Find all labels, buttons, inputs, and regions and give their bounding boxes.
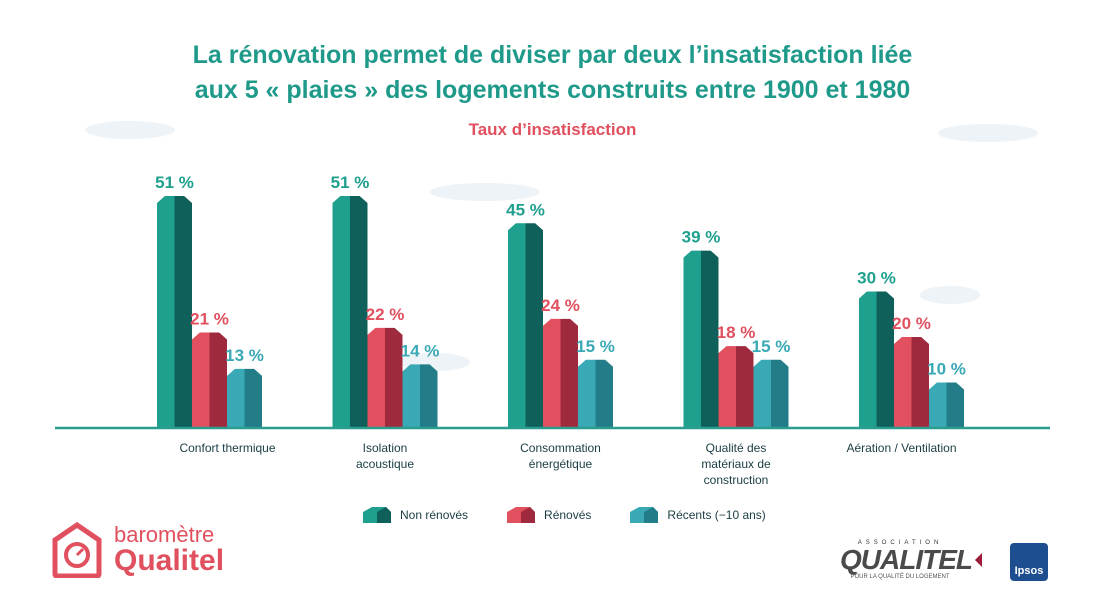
legend-label-recents: Récents (−10 ans) <box>667 508 766 522</box>
bars-group <box>157 196 964 428</box>
category-label: acoustique <box>356 457 414 471</box>
data-label: 45 % <box>506 200 545 219</box>
ipsos-logo: Ipsos <box>1010 543 1048 581</box>
category-label: Confort thermique <box>179 441 275 455</box>
bar-side <box>595 359 613 428</box>
data-label: 30 % <box>857 269 896 288</box>
bar <box>192 332 210 428</box>
chart-title-line-1: La rénovation permet de diviser par deux… <box>192 41 913 69</box>
category-label: Aération / Ventilation <box>846 441 956 455</box>
logo-q-main: QUALITEL <box>840 544 973 575</box>
diamond-icon <box>975 553 982 567</box>
data-label: 10 % <box>927 360 966 379</box>
data-label: 15 % <box>752 337 791 356</box>
cloud-shape <box>920 286 980 304</box>
bar-side <box>736 346 754 428</box>
cloud-shape <box>85 121 175 139</box>
logo-q-top: ASSOCIATION <box>857 540 943 546</box>
bar-side <box>911 337 929 428</box>
bar <box>543 318 561 428</box>
bar <box>578 359 596 428</box>
bar-side <box>174 196 192 428</box>
data-label: 22 % <box>366 305 405 324</box>
data-label: 39 % <box>682 228 721 247</box>
bar <box>683 250 701 428</box>
bar-side <box>209 332 227 428</box>
bar <box>859 291 877 428</box>
house-icon <box>363 507 391 523</box>
bar <box>227 368 245 428</box>
bar-side <box>876 291 894 428</box>
chart-title-line-2: aux 5 « plaies » des logements construit… <box>194 76 911 104</box>
logo-text-line-1: baromètre <box>114 522 215 547</box>
value-labels-group: 51 % 21 % 13 % 51 % 22 % 14 % 45 % 24 % 15 % 39 %… <box>155 173 966 379</box>
bar <box>929 382 947 428</box>
bar-side <box>244 368 262 428</box>
bar-side <box>771 359 789 428</box>
bar-side <box>701 250 719 428</box>
chart-subtitle: Taux d’insatisfaction <box>468 120 637 139</box>
legend-item-non-renoves: Non rénovés <box>362 506 468 524</box>
category-label: Consommation <box>520 441 601 455</box>
data-label: 15 % <box>576 337 615 356</box>
data-label: 20 % <box>892 314 931 333</box>
legend-item-recents: Récents (−10 ans) <box>629 506 766 524</box>
bar-side <box>385 327 403 428</box>
category-label: construction <box>704 473 769 487</box>
bar-side <box>420 364 438 428</box>
category-label: énergétique <box>529 457 593 471</box>
data-label: 51 % <box>331 173 370 192</box>
data-label: 51 % <box>155 173 194 192</box>
cloud-shape <box>938 124 1038 142</box>
barometre-qualitel-logo: baromètre Qualitel <box>52 522 224 578</box>
data-label: 21 % <box>190 309 229 328</box>
bar <box>894 337 912 428</box>
association-qualitel-logo: ASSOCIATION QUALITEL POUR LA QUALITÉ DU … <box>840 540 982 586</box>
bar <box>402 364 420 428</box>
legend: Non rénovés Rénovés Récents (−10 ans) <box>362 506 766 524</box>
logo-text-line-2: Qualitel <box>114 544 225 577</box>
bar <box>718 346 736 428</box>
category-label: Isolation <box>363 441 408 455</box>
legend-item-renoves: Rénovés <box>506 506 591 524</box>
data-label: 14 % <box>401 341 440 360</box>
legend-label-renoves: Rénovés <box>544 508 592 522</box>
bar <box>367 327 385 428</box>
house-gauge-icon <box>52 522 102 578</box>
data-label: 18 % <box>717 323 756 342</box>
bar <box>332 196 350 428</box>
data-label: 13 % <box>225 346 264 365</box>
logo-q-sub: POUR LA QUALITÉ DU LOGEMENT <box>850 574 950 580</box>
cloud-shape <box>430 183 540 201</box>
category-label: Qualité des <box>706 441 767 455</box>
bar-side <box>946 382 964 428</box>
category-labels-group: Confort thermique Isolation acoustique Cons… <box>179 441 956 487</box>
data-label: 24 % <box>541 296 580 315</box>
bar <box>753 359 771 428</box>
bar-side <box>525 223 543 428</box>
category-label: matériaux de <box>701 457 771 471</box>
bar <box>508 223 526 428</box>
house-icon <box>630 507 659 523</box>
bar-side <box>560 318 578 428</box>
bar <box>157 196 175 428</box>
bar-side <box>350 196 368 428</box>
house-icon <box>507 507 536 523</box>
legend-label-non-renoves: Non rénovés <box>400 508 469 522</box>
